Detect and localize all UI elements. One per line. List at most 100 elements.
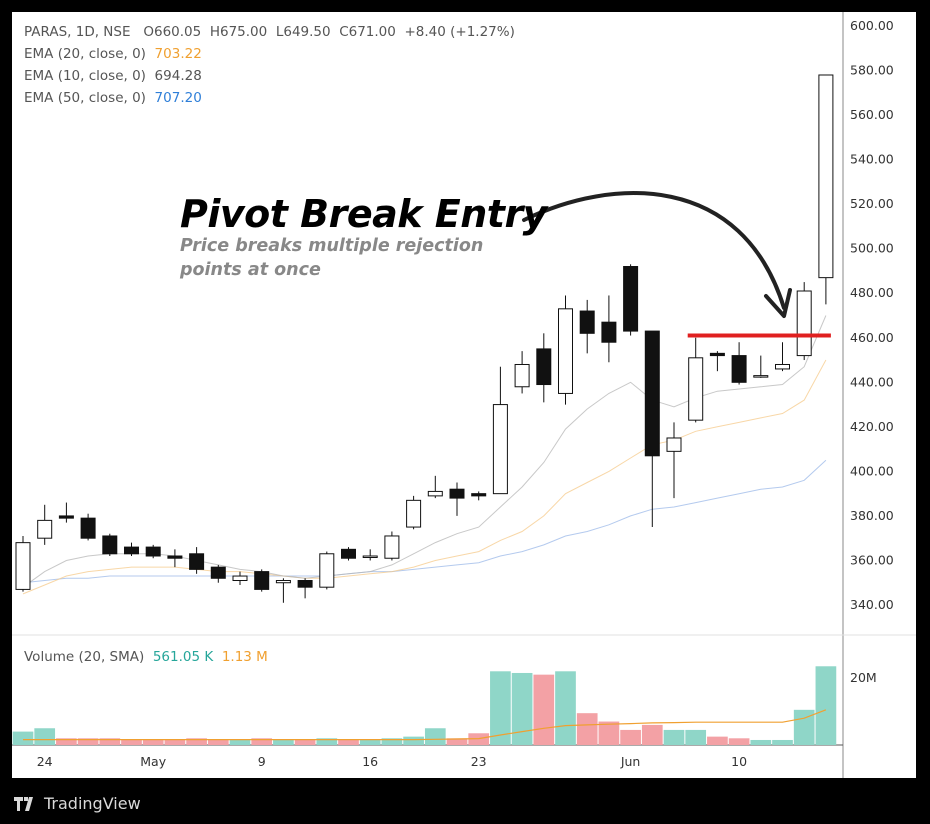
volume-bar: [207, 739, 229, 745]
candle-body: [558, 308, 573, 394]
candle: [449, 482, 465, 516]
candle-body: [275, 580, 291, 584]
y-tick-label: 600.00: [850, 18, 894, 33]
volume-bar: [229, 739, 251, 745]
volume-bar: [511, 672, 533, 745]
volume-bar: [555, 671, 576, 745]
y-tick-label: 380.00: [850, 508, 894, 523]
candle-body: [623, 266, 639, 332]
volume-bar: [34, 728, 56, 745]
symbol-line: PARAS, 1D, NSE: [24, 24, 131, 40]
chart-svg[interactable]: 600.00 580.00 560.00 540.00 520.00 500.00 480.…: [12, 12, 916, 778]
ema20-label: EMA (20, close, 0): [24, 46, 146, 62]
volume-bar: [273, 739, 294, 745]
ema10-label: EMA (10, close, 0): [24, 68, 146, 84]
volume-bar: [598, 721, 620, 745]
tradingview-logo-icon: [14, 796, 33, 811]
candle: [210, 564, 226, 583]
candles: [15, 74, 834, 603]
candle: [189, 547, 205, 574]
candle-body: [427, 490, 443, 497]
volume-bar: [251, 738, 273, 745]
y-tick-label: 480.00: [850, 285, 894, 300]
candle: [384, 531, 400, 561]
candle-body: [210, 566, 226, 579]
y-tick-label: 460.00: [850, 330, 894, 345]
candle-body: [232, 575, 248, 582]
ema20-line: [22, 359, 827, 595]
x-tick-label: 10: [731, 754, 747, 769]
candle: [232, 571, 248, 585]
volume-sma-line: [23, 709, 827, 741]
candle: [731, 342, 747, 385]
volume-bar: [576, 713, 598, 745]
candle-body: [362, 555, 378, 559]
candle-body: [341, 548, 356, 559]
ema20-value: 703.22: [154, 46, 202, 62]
candle-body: [189, 553, 205, 570]
candle: [666, 422, 682, 499]
candle: [145, 544, 161, 559]
candle: [818, 74, 834, 305]
candle: [362, 549, 378, 561]
volume-bar: [77, 738, 99, 745]
y-tick-label: 420.00: [850, 419, 894, 434]
volume-bars: [12, 666, 837, 745]
annotation-title: Pivot Break Entry: [180, 192, 547, 236]
candle-body: [644, 330, 660, 457]
candle: [58, 502, 74, 523]
brand-name: TradingView: [44, 794, 141, 813]
volume-label: Volume (20, SMA): [24, 649, 145, 665]
candle: [644, 330, 660, 528]
ema20-legend: EMA (20, close, 0) 703.22: [24, 46, 202, 62]
candle-body: [145, 546, 161, 557]
candle-body: [124, 546, 139, 555]
ema10-line: [22, 315, 827, 588]
candle-body: [254, 571, 270, 590]
candle-body: [384, 535, 400, 559]
ohlc-legend: PARAS, 1D, NSE O660.05 H675.00 L649.50 C…: [24, 24, 515, 40]
volume-bar: [772, 739, 793, 745]
chart-panel[interactable]: 600.00 580.00 560.00 540.00 520.00 500.00 480.…: [12, 12, 916, 778]
candle-body: [514, 363, 530, 388]
volume-legend: Volume (20, SMA) 561.05 K 1.13 M: [24, 649, 268, 665]
y-tick-label: 540.00: [850, 152, 894, 167]
candle-body: [579, 310, 595, 334]
candle: [406, 495, 422, 530]
candle: [623, 264, 639, 336]
candle-body: [536, 348, 552, 386]
low-value: L649.50: [275, 24, 331, 40]
candle: [796, 282, 812, 361]
x-tick-label: 24: [37, 754, 53, 769]
ema50-line: [22, 459, 827, 584]
candle-body: [492, 404, 508, 495]
volume-bar: [424, 728, 446, 745]
candle: [492, 366, 508, 495]
x-tick-label: Jun: [620, 754, 641, 769]
volume-bar: [446, 738, 468, 745]
volume-bar: [99, 738, 121, 745]
axes: 600.00 580.00 560.00 540.00 520.00 500.00 480.…: [12, 12, 916, 778]
ema50-value: 707.20: [154, 90, 202, 106]
y-tick-label: 500.00: [850, 241, 894, 256]
candle: [514, 351, 530, 394]
candle: [37, 504, 53, 545]
y-tick-label: 340.00: [850, 597, 894, 612]
candle: [124, 542, 139, 557]
volume-bar: [121, 739, 142, 745]
volume-bar: [186, 738, 207, 745]
candle-body: [297, 580, 313, 588]
volume-bar: [12, 731, 34, 745]
candle-body: [80, 517, 96, 539]
candle-body: [775, 363, 790, 370]
candle-body: [319, 553, 335, 588]
y-tick-label: 400.00: [850, 463, 894, 478]
volume-bar: [620, 729, 641, 745]
y-tick-label: 560.00: [850, 107, 894, 122]
volume-bar: [381, 738, 403, 745]
volume-bar: [294, 739, 316, 745]
candle: [319, 551, 335, 590]
y-tick-label: 360.00: [850, 552, 894, 567]
volume-bar: [533, 674, 555, 745]
candle: [254, 569, 270, 592]
